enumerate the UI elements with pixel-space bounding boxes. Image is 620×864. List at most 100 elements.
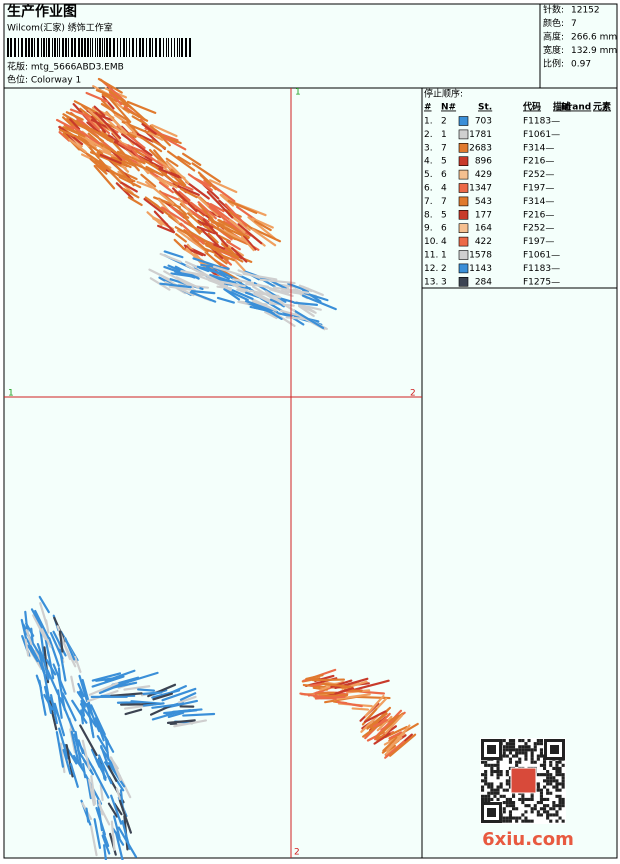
bar	[90, 38, 91, 57]
qr-cell	[552, 779, 555, 782]
stitches: 284	[475, 277, 492, 287]
qr-cell	[537, 789, 540, 792]
column-header: St.	[478, 103, 492, 113]
qr-cell	[503, 807, 506, 810]
qr-cell	[521, 801, 524, 804]
qr-cell	[515, 764, 518, 767]
qr-cell	[512, 748, 515, 751]
bar	[46, 38, 47, 57]
qr-cell	[497, 773, 500, 776]
code: F1275—	[523, 277, 560, 287]
code: F216—	[523, 210, 554, 220]
qr-cell	[559, 795, 562, 798]
seq-no: 5.	[424, 170, 433, 180]
code: F197—	[523, 184, 554, 194]
bar	[41, 38, 42, 57]
qr-cell	[549, 779, 552, 782]
qr-cell	[543, 779, 546, 782]
bar	[54, 38, 56, 57]
qr-cell	[540, 813, 543, 816]
qr-cell	[540, 742, 543, 745]
qr-cell	[509, 739, 512, 742]
qr-cell	[555, 795, 558, 798]
qr-cell	[559, 817, 562, 820]
qr-cell	[524, 804, 527, 807]
bar	[25, 38, 27, 57]
qr-cell	[524, 755, 527, 758]
qr-cell	[487, 782, 490, 785]
qr-finder	[487, 745, 496, 754]
stitch	[144, 693, 162, 694]
bar	[142, 38, 144, 57]
qr-cell	[512, 745, 515, 748]
bar	[74, 38, 76, 57]
bar	[146, 38, 147, 57]
qr-cell	[531, 751, 534, 754]
qr-cell	[506, 779, 509, 782]
bar	[52, 38, 53, 57]
stitches: 1143	[469, 264, 492, 274]
bar	[139, 38, 141, 57]
qr-cell	[546, 804, 549, 807]
qr-cell	[537, 801, 540, 804]
qr-cell	[531, 798, 534, 801]
bar	[120, 38, 121, 57]
qr-cell	[549, 813, 552, 816]
info-value: 7	[571, 19, 577, 29]
qr-cell	[543, 767, 546, 770]
qr-cell	[546, 773, 549, 776]
swatch	[459, 197, 468, 206]
bar	[104, 38, 105, 57]
sequence-title: 停止顺序:	[424, 88, 463, 100]
barcode	[7, 38, 191, 57]
bar	[136, 38, 137, 57]
qr-cell	[484, 782, 487, 785]
needle: 1	[441, 251, 447, 261]
qr-cell	[497, 789, 500, 792]
qr-cell	[528, 745, 531, 748]
qr-cell	[531, 820, 534, 823]
qr-cell	[543, 761, 546, 764]
bar	[34, 38, 35, 57]
qr-cell	[512, 755, 515, 758]
qr-cell	[512, 742, 515, 745]
qr-cell	[555, 810, 558, 813]
stitches: 1781	[469, 130, 492, 140]
qr-cell	[531, 761, 534, 764]
info-value: 12152	[571, 6, 600, 16]
qr-cell	[518, 745, 521, 748]
bar	[7, 38, 9, 57]
bar	[18, 38, 19, 57]
qr-cell	[487, 786, 490, 789]
qr-cell	[509, 813, 512, 816]
qr-cell	[481, 779, 484, 782]
bar	[106, 38, 108, 57]
qr-cell	[509, 748, 512, 751]
qr-cell	[555, 820, 558, 823]
qr-cell	[497, 770, 500, 773]
qr-cell	[528, 820, 531, 823]
qr-cell	[506, 773, 509, 776]
seq-no: 10.	[424, 237, 438, 247]
bar	[117, 38, 118, 57]
qr-cell	[497, 767, 500, 770]
bar	[149, 38, 151, 57]
swatch	[459, 210, 468, 219]
qr-cell	[518, 817, 521, 820]
qr-cell	[540, 748, 543, 751]
qr-cell	[555, 767, 558, 770]
qr-cell	[503, 810, 506, 813]
qr-cell	[512, 807, 515, 810]
qr-cell	[540, 773, 543, 776]
qr-cell	[500, 770, 503, 773]
swatch	[459, 264, 468, 273]
qr-cell	[503, 820, 506, 823]
qr-cell	[543, 804, 546, 807]
bar	[99, 38, 101, 57]
bar	[181, 38, 183, 57]
qr-cell	[537, 739, 540, 742]
qr-cell	[562, 801, 565, 804]
qr-cell	[531, 748, 534, 751]
qr-cell	[562, 764, 565, 767]
qr-cell	[543, 786, 546, 789]
